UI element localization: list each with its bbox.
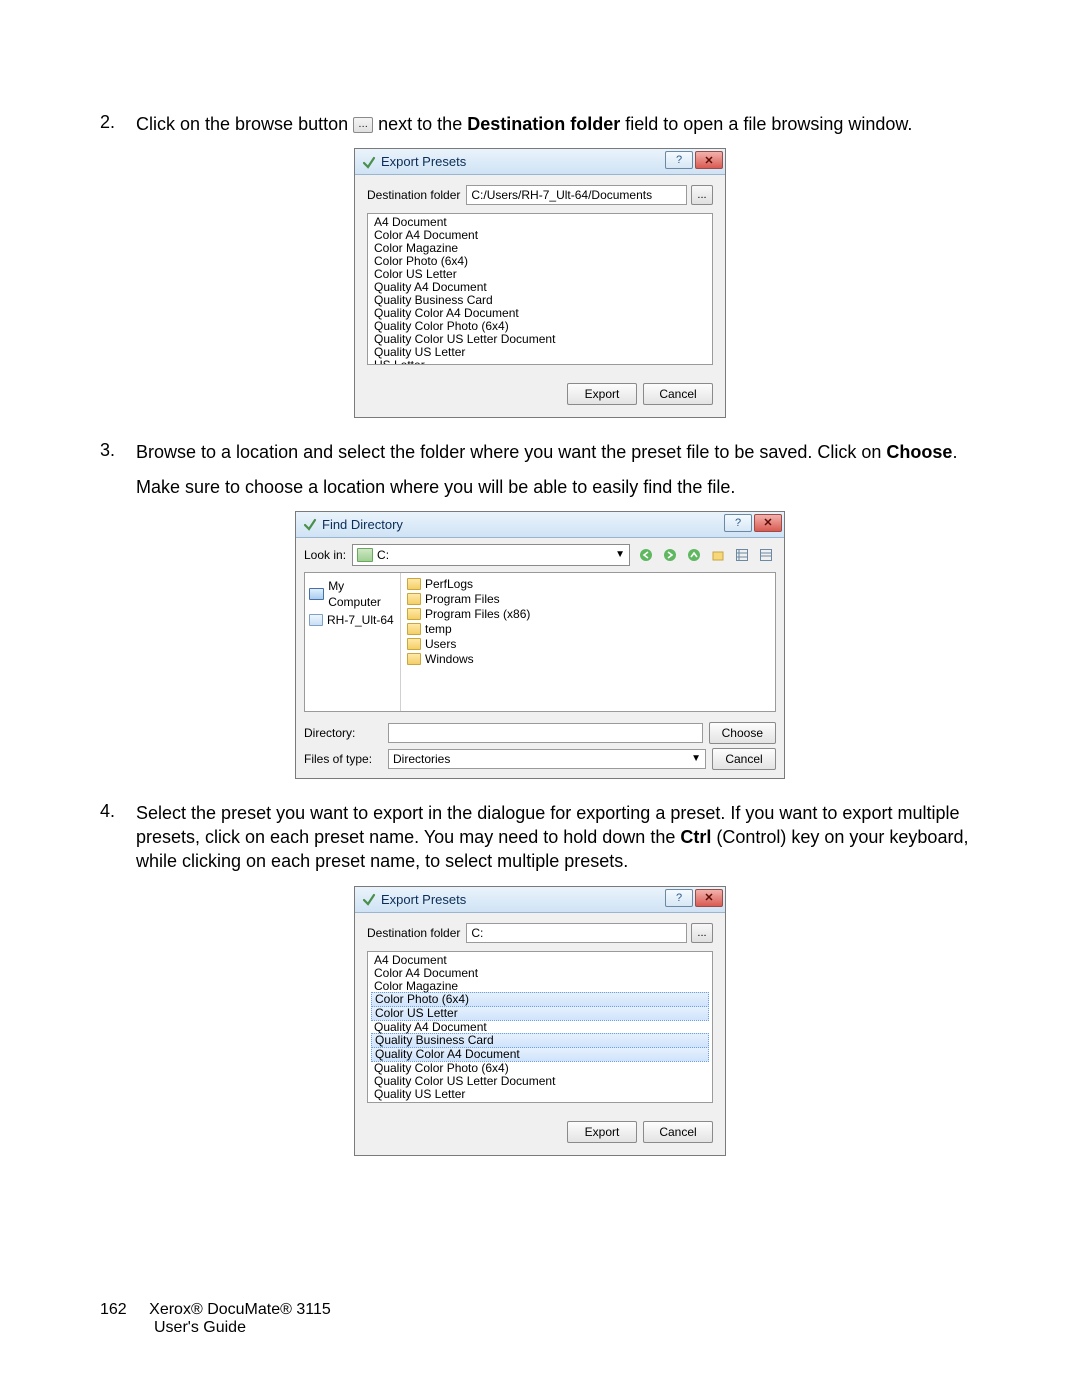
file-item[interactable]: PerfLogs xyxy=(407,577,769,592)
folder-icon xyxy=(407,623,421,635)
directory-input[interactable] xyxy=(388,723,703,743)
file-item[interactable]: Windows xyxy=(407,652,769,667)
step-2: 2. Click on the browse button … next to … xyxy=(100,112,980,136)
file-item[interactable]: temp xyxy=(407,622,769,637)
list-item[interactable]: Color Photo (6x4) xyxy=(371,992,709,1007)
browse-button[interactable]: ... xyxy=(691,185,713,205)
titlebar: Find Directory ? ✕ xyxy=(296,512,784,538)
step-4: 4. Select the preset you want to export … xyxy=(100,801,980,874)
dest-folder-input[interactable] xyxy=(466,185,687,205)
step-3-text: Browse to a location and select the fold… xyxy=(136,440,980,499)
step-2-text: Click on the browse button … next to the… xyxy=(136,112,980,136)
directory-label: Directory: xyxy=(304,726,382,740)
forward-icon[interactable] xyxy=(660,545,680,565)
folder-icon xyxy=(407,653,421,665)
titlebar: Export Presets ? ✕ xyxy=(355,887,725,913)
dialog-title: Export Presets xyxy=(381,154,466,169)
help-button[interactable]: ? xyxy=(665,889,693,907)
up-icon[interactable] xyxy=(684,545,704,565)
folder-icon xyxy=(407,578,421,590)
dialog-title: Find Directory xyxy=(322,517,403,532)
list-item[interactable]: Quality US Letter xyxy=(372,1088,708,1101)
app-icon xyxy=(361,891,377,907)
computer-icon xyxy=(309,588,324,600)
folder-icon xyxy=(407,638,421,650)
export-button[interactable]: Export xyxy=(567,1121,637,1143)
browse-icon-inline: … xyxy=(353,117,373,133)
export-presets-dialog-2: Export Presets ? ✕ Destination folder ..… xyxy=(354,886,726,1156)
list-item[interactable]: Quality Business Card xyxy=(371,1033,709,1048)
browse-button[interactable]: ... xyxy=(691,923,713,943)
list-item[interactable]: US Letter xyxy=(372,359,708,365)
chevron-down-icon: ▼ xyxy=(691,753,701,764)
dest-folder-input[interactable] xyxy=(466,923,687,943)
back-icon[interactable] xyxy=(636,545,656,565)
list-item[interactable]: Quality Color US Letter Document xyxy=(372,1075,708,1088)
dialog-title: Export Presets xyxy=(381,892,466,907)
look-in-label: Look in: xyxy=(304,548,346,562)
list-item[interactable]: A4 Document xyxy=(372,954,708,967)
drive-icon xyxy=(357,548,373,562)
page-number: 162 xyxy=(100,1301,127,1319)
drive-icon xyxy=(309,614,323,626)
places-pane[interactable]: My ComputerRH-7_Ult-64 xyxy=(305,573,401,711)
list-view-icon[interactable] xyxy=(732,545,752,565)
help-button[interactable]: ? xyxy=(665,151,693,169)
dest-folder-label: Destination folder xyxy=(367,926,460,940)
footer-line1: Xerox® DocuMate® 3115 xyxy=(149,1301,331,1318)
file-item[interactable]: Program Files xyxy=(407,592,769,607)
footer-line2: User's Guide xyxy=(154,1319,246,1337)
step-4-num: 4. xyxy=(100,801,136,874)
cancel-button[interactable]: Cancel xyxy=(643,1121,713,1143)
cancel-button[interactable]: Cancel xyxy=(643,383,713,405)
files-of-type-select[interactable]: Directories ▼ xyxy=(388,749,706,769)
close-button[interactable]: ✕ xyxy=(754,514,782,532)
look-in-select[interactable]: C: ▼ xyxy=(352,544,630,566)
titlebar: Export Presets ? ✕ xyxy=(355,149,725,175)
files-pane[interactable]: PerfLogsProgram FilesProgram Files (x86)… xyxy=(401,573,775,711)
app-icon xyxy=(302,516,318,532)
chevron-down-icon: ▼ xyxy=(615,549,625,560)
app-icon xyxy=(361,154,377,170)
list-item[interactable]: US Letter xyxy=(372,1101,708,1103)
find-directory-dialog: Find Directory ? ✕ Look in: C: ▼ xyxy=(295,511,785,779)
list-item[interactable]: Color A4 Document xyxy=(372,967,708,980)
detail-view-icon[interactable] xyxy=(756,545,776,565)
file-item[interactable]: Users xyxy=(407,637,769,652)
close-button[interactable]: ✕ xyxy=(695,151,723,169)
preset-list[interactable]: A4 DocumentColor A4 DocumentColor Magazi… xyxy=(367,213,713,365)
places-item[interactable]: RH-7_Ult-64 xyxy=(307,611,398,629)
file-item[interactable]: Program Files (x86) xyxy=(407,607,769,622)
list-item[interactable]: Color US Letter xyxy=(371,1006,709,1021)
cancel-button[interactable]: Cancel xyxy=(712,748,776,770)
dest-folder-label: Destination folder xyxy=(367,188,460,202)
new-folder-icon[interactable] xyxy=(708,545,728,565)
folder-icon xyxy=(407,593,421,605)
export-button[interactable]: Export xyxy=(567,383,637,405)
help-button[interactable]: ? xyxy=(724,514,752,532)
choose-button[interactable]: Choose xyxy=(709,722,776,744)
places-item[interactable]: My Computer xyxy=(307,577,398,611)
files-of-type-label: Files of type: xyxy=(304,752,382,766)
export-presets-dialog-1: Export Presets ? ✕ Destination folder ..… xyxy=(354,148,726,418)
file-browser-area[interactable]: My ComputerRH-7_Ult-64 PerfLogsProgram F… xyxy=(304,572,776,712)
page-footer: 162 Xerox® DocuMate® 3115 User's Guide xyxy=(100,1301,331,1337)
step-2-num: 2. xyxy=(100,112,136,136)
preset-list[interactable]: A4 DocumentColor A4 DocumentColor Magazi… xyxy=(367,951,713,1103)
step-3-num: 3. xyxy=(100,440,136,499)
close-button[interactable]: ✕ xyxy=(695,889,723,907)
list-item[interactable]: Quality Color Photo (6x4) xyxy=(372,1062,708,1075)
folder-icon xyxy=(407,608,421,620)
step-3: 3. Browse to a location and select the f… xyxy=(100,440,980,499)
list-item[interactable]: Quality Color A4 Document xyxy=(371,1047,709,1062)
step-4-text: Select the preset you want to export in … xyxy=(136,801,980,874)
